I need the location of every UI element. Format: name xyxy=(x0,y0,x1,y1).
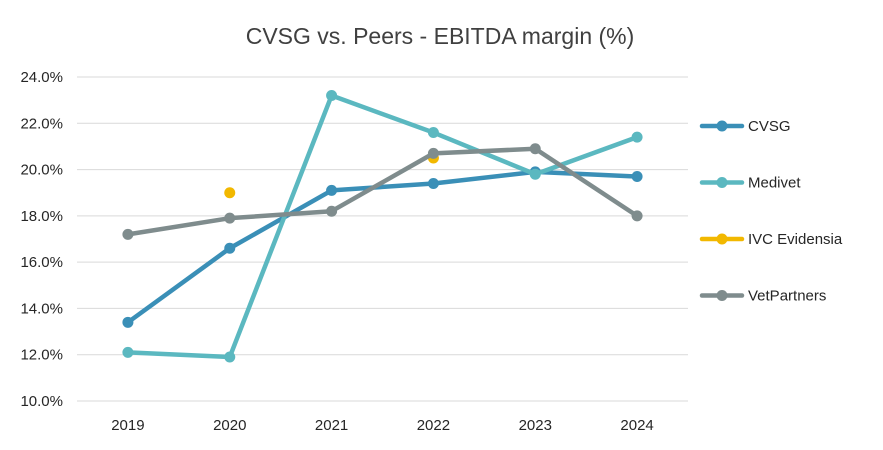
data-point xyxy=(122,228,134,240)
x-tick-label: 2020 xyxy=(213,417,246,434)
legend-item: Medivet xyxy=(699,175,801,192)
y-axis: 10.0% 12.0% 14.0% 16.0% 18.0% 20.0% 22.0% 24.0% xyxy=(20,69,63,410)
legend-swatch-marker xyxy=(716,177,728,188)
legend-swatch-marker xyxy=(716,120,728,132)
data-point xyxy=(224,351,236,363)
y-tick-label: 18.0% xyxy=(20,208,63,225)
y-tick-label: 24.0% xyxy=(20,69,63,86)
legend-item: VetPartners xyxy=(699,288,826,305)
y-tick-label: 20.0% xyxy=(20,162,63,179)
x-tick-label: 2019 xyxy=(111,417,144,434)
legend-label: VetPartners xyxy=(748,288,826,305)
data-point xyxy=(529,168,541,180)
legend-swatch-marker xyxy=(716,233,728,245)
series-medivet xyxy=(122,90,643,363)
series-plot-area xyxy=(122,90,643,363)
series-cvsg xyxy=(122,166,643,328)
x-axis: 2019 2020 2021 2022 2023 2024 xyxy=(111,417,654,434)
data-point xyxy=(326,184,338,196)
y-tick-label: 12.0% xyxy=(20,347,63,364)
data-point xyxy=(427,177,439,189)
data-point xyxy=(529,143,541,155)
legend-item: CVSG xyxy=(699,118,791,135)
legend-swatch-marker xyxy=(716,290,728,301)
series-line xyxy=(125,146,640,237)
series-line xyxy=(125,169,640,325)
series-vetpartners xyxy=(122,143,643,240)
data-point xyxy=(224,242,236,254)
data-point xyxy=(122,346,134,358)
data-point xyxy=(631,171,643,183)
data-point xyxy=(224,212,236,224)
y-tick-label: 22.0% xyxy=(20,115,63,132)
data-point xyxy=(326,90,338,102)
data-point xyxy=(122,316,134,328)
legend-label: IVC Evidensia xyxy=(748,231,843,248)
data-point xyxy=(631,210,643,222)
chart-title: CVSG vs. Peers - EBITDA margin (%) xyxy=(246,23,635,49)
y-tick-label: 10.0% xyxy=(20,393,63,410)
x-tick-label: 2023 xyxy=(519,417,552,434)
x-tick-label: 2024 xyxy=(620,417,653,434)
y-tick-label: 14.0% xyxy=(20,300,63,317)
legend-item: IVC Evidensia xyxy=(699,231,843,248)
y-tick-label: 16.0% xyxy=(20,254,63,271)
data-point xyxy=(427,147,439,159)
legend-label: CVSG xyxy=(748,118,791,135)
data-point xyxy=(631,131,643,143)
series-line xyxy=(125,93,640,360)
x-tick-label: 2021 xyxy=(315,417,348,434)
data-point xyxy=(427,127,439,139)
legend: CVSG Medivet IVC Evidensia VetPartners xyxy=(699,118,843,305)
data-point xyxy=(224,187,236,199)
legend-label: Medivet xyxy=(748,175,801,192)
x-tick-label: 2022 xyxy=(417,417,450,434)
data-point xyxy=(326,205,338,217)
